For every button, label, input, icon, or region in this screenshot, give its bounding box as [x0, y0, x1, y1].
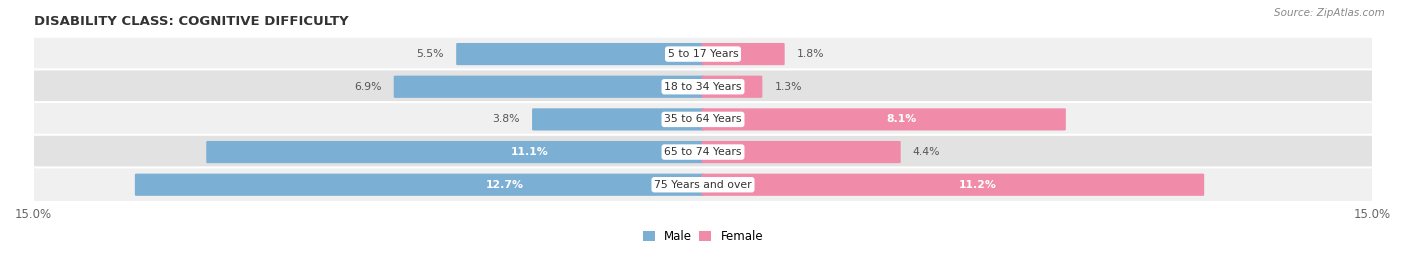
Text: 11.2%: 11.2% — [959, 180, 997, 190]
Text: 75 Years and over: 75 Years and over — [654, 180, 752, 190]
Text: 35 to 64 Years: 35 to 64 Years — [664, 114, 742, 124]
Legend: Male, Female: Male, Female — [643, 230, 763, 244]
Text: 1.3%: 1.3% — [775, 82, 801, 92]
FancyBboxPatch shape — [702, 141, 901, 163]
FancyBboxPatch shape — [531, 108, 704, 130]
FancyBboxPatch shape — [702, 174, 1204, 196]
Text: 12.7%: 12.7% — [485, 180, 523, 190]
Text: 1.8%: 1.8% — [797, 49, 824, 59]
FancyBboxPatch shape — [30, 37, 1376, 71]
Text: 11.1%: 11.1% — [510, 147, 548, 157]
FancyBboxPatch shape — [702, 108, 1066, 130]
FancyBboxPatch shape — [30, 102, 1376, 137]
FancyBboxPatch shape — [456, 43, 704, 65]
Text: 5.5%: 5.5% — [416, 49, 444, 59]
FancyBboxPatch shape — [30, 167, 1376, 202]
Text: Source: ZipAtlas.com: Source: ZipAtlas.com — [1274, 8, 1385, 18]
FancyBboxPatch shape — [30, 135, 1376, 169]
Text: 6.9%: 6.9% — [354, 82, 381, 92]
FancyBboxPatch shape — [207, 141, 704, 163]
Text: DISABILITY CLASS: COGNITIVE DIFFICULTY: DISABILITY CLASS: COGNITIVE DIFFICULTY — [34, 15, 349, 28]
FancyBboxPatch shape — [702, 43, 785, 65]
Text: 65 to 74 Years: 65 to 74 Years — [664, 147, 742, 157]
FancyBboxPatch shape — [30, 69, 1376, 104]
Text: 8.1%: 8.1% — [887, 114, 917, 124]
Text: 3.8%: 3.8% — [492, 114, 520, 124]
FancyBboxPatch shape — [135, 174, 704, 196]
FancyBboxPatch shape — [394, 76, 704, 98]
Text: 5 to 17 Years: 5 to 17 Years — [668, 49, 738, 59]
FancyBboxPatch shape — [702, 76, 762, 98]
Text: 4.4%: 4.4% — [912, 147, 941, 157]
Text: 18 to 34 Years: 18 to 34 Years — [664, 82, 742, 92]
